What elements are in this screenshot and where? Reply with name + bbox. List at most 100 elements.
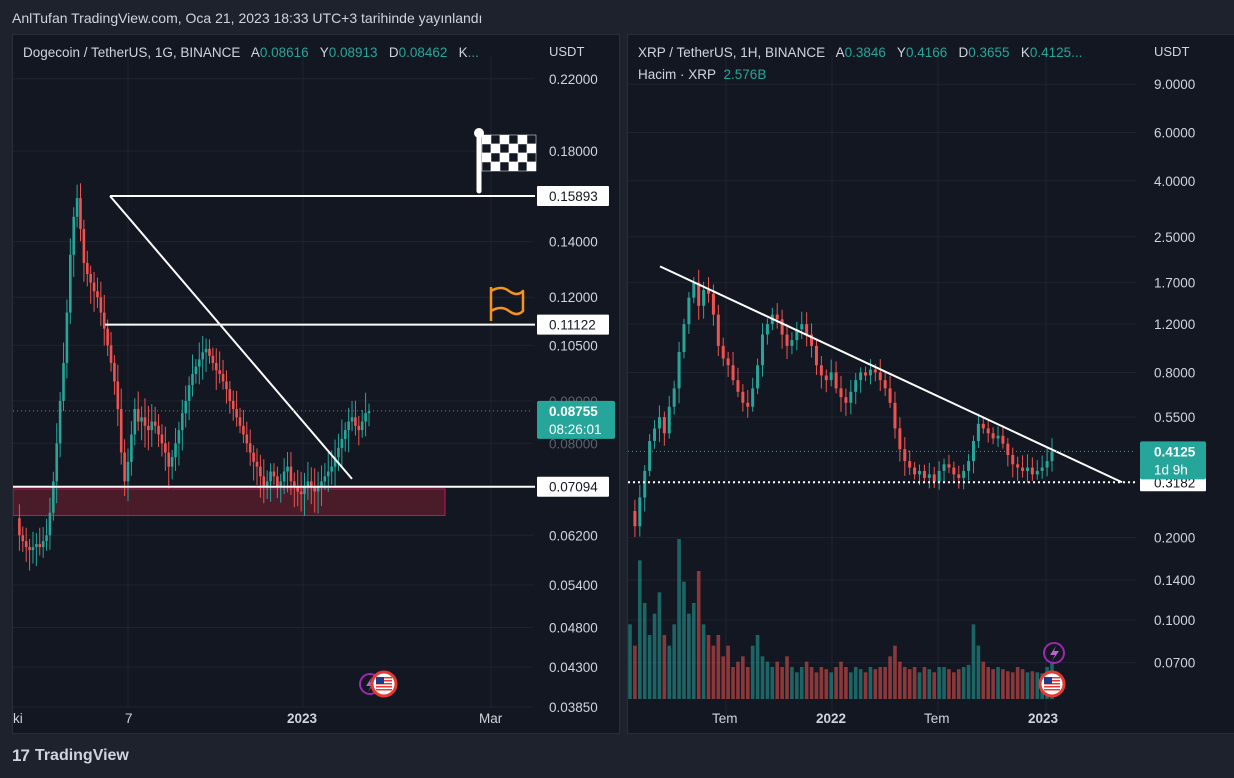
- candle-body: [756, 365, 760, 389]
- volume-bar: [942, 667, 946, 699]
- candle-body: [28, 547, 31, 551]
- candle-body: [908, 461, 912, 468]
- checkered-flag-icon: [508, 143, 519, 154]
- tradingview-mark-icon: 17: [12, 746, 30, 765]
- candle-body: [913, 467, 917, 475]
- ohlc-value: 0.08462: [398, 45, 448, 60]
- checkered-flag-icon: [499, 143, 510, 154]
- volume-bar: [902, 667, 907, 699]
- support-zone: [13, 488, 446, 516]
- volume-bar: [721, 656, 726, 699]
- y-tick-label: 0.22000: [549, 72, 598, 87]
- xrp-chart[interactable]: 9.0000 6.0000 4.0000 2.5000 1.7000 1.2000 0.80…: [628, 35, 1234, 734]
- volume-bar: [824, 669, 829, 699]
- volume-bar: [745, 667, 750, 699]
- ohlc-value: 0.08913: [328, 45, 378, 60]
- ohlc-key: D: [958, 45, 969, 60]
- xrp-chart-panel[interactable]: 9.0000 6.0000 4.0000 2.5000 1.7000 1.2000 0.80…: [627, 34, 1234, 734]
- volume-label: Hacim · XRP: [638, 67, 717, 82]
- volume-bar: [947, 669, 951, 699]
- candle-body: [299, 491, 303, 495]
- volume-bar: [706, 635, 711, 699]
- candle-body: [333, 457, 337, 467]
- candle-body: [854, 380, 858, 392]
- candle-body: [187, 385, 191, 401]
- volume-bar: [868, 667, 873, 699]
- y-tick-label: 0.14000: [549, 235, 598, 250]
- candle-body: [790, 340, 794, 346]
- volume-bar: [991, 669, 995, 699]
- candle-body: [760, 334, 764, 366]
- volume-bar: [1015, 667, 1020, 699]
- x-tick-label: 2022: [816, 711, 846, 726]
- candle-body: [780, 319, 784, 335]
- candle-body: [160, 434, 164, 444]
- checkered-flag-icon: [517, 143, 528, 154]
- candle-body: [119, 409, 123, 453]
- candle-body: [92, 282, 96, 292]
- tradingview-wordmark: TradingView: [34, 747, 129, 764]
- candle-body: [347, 421, 350, 431]
- candle-body: [736, 380, 740, 392]
- volume-bar: [937, 667, 941, 699]
- flag-icon: [489, 286, 525, 321]
- candle-body: [45, 535, 48, 542]
- candle-body: [150, 421, 154, 431]
- candle-body: [1030, 467, 1034, 475]
- candle-body: [177, 430, 181, 444]
- volume-bar: [657, 592, 662, 699]
- candle-body: [214, 362, 218, 371]
- doge-chart-panel[interactable]: 0.22000 0.18000 0.14000 0.12000 0.10500 0.062…: [12, 34, 620, 734]
- candle-body: [289, 466, 293, 482]
- tradingview-logo[interactable]: 17 TradingView: [12, 746, 129, 766]
- candle-body: [360, 421, 364, 431]
- ohlc-key: Y: [896, 45, 906, 60]
- candle-body: [89, 273, 92, 283]
- countdown-label: 1d 9h: [1154, 462, 1188, 477]
- volume-bar: [760, 656, 765, 699]
- volume-bar: [726, 645, 730, 699]
- candle-body: [775, 314, 779, 320]
- candle-body: [140, 417, 143, 422]
- candle-body: [82, 229, 86, 263]
- lightning-icon: [366, 677, 375, 692]
- volume-value: 2.576B: [723, 67, 767, 82]
- candle-body: [746, 402, 750, 407]
- candle-body: [1016, 464, 1020, 468]
- ohlc-key: K: [1020, 45, 1030, 60]
- checkered-flag-icon: [526, 152, 537, 163]
- volume-bar: [790, 667, 794, 699]
- volume-bar: [755, 635, 760, 699]
- volume-bar: [1035, 672, 1040, 699]
- xrp-symbol-title: XRP / TetherUS, 1H, BINANCE: [638, 45, 826, 60]
- y-tick-label: 0.12000: [549, 290, 598, 305]
- y-tick-label: 1.7000: [1154, 276, 1195, 291]
- checkered-flag-icon: [526, 143, 537, 154]
- candle-body: [96, 291, 99, 298]
- us-flag-icon: [376, 677, 384, 684]
- y-tick-label: 0.5500: [1154, 410, 1195, 425]
- candle-body: [75, 198, 79, 217]
- ohlc-key: D: [388, 45, 399, 60]
- lightning-icon: [1050, 646, 1059, 661]
- volume-bar: [785, 656, 789, 699]
- y-tick-label: 0.08000: [549, 436, 598, 451]
- doge-chart[interactable]: 0.22000 0.18000 0.14000 0.12000 0.10500 0.062…: [13, 35, 620, 734]
- checkered-flag-icon: [481, 161, 492, 172]
- candle-body: [164, 443, 167, 453]
- candle-body: [638, 497, 642, 527]
- candle-body: [133, 409, 137, 435]
- candle-body: [721, 345, 725, 359]
- y-tick-label: 0.10500: [549, 338, 598, 353]
- candle-body: [677, 351, 681, 389]
- x-tick-label: Mar: [479, 711, 503, 726]
- checkered-flag-icon: [508, 134, 519, 145]
- candle-body: [1050, 451, 1054, 462]
- volume-bar: [731, 667, 735, 699]
- volume-bar: [711, 645, 716, 699]
- candle-body: [697, 282, 701, 306]
- candle-body: [687, 297, 691, 325]
- candle-body: [316, 486, 320, 492]
- level-tag: [537, 314, 609, 335]
- y-tick-label: 1.2000: [1154, 317, 1195, 332]
